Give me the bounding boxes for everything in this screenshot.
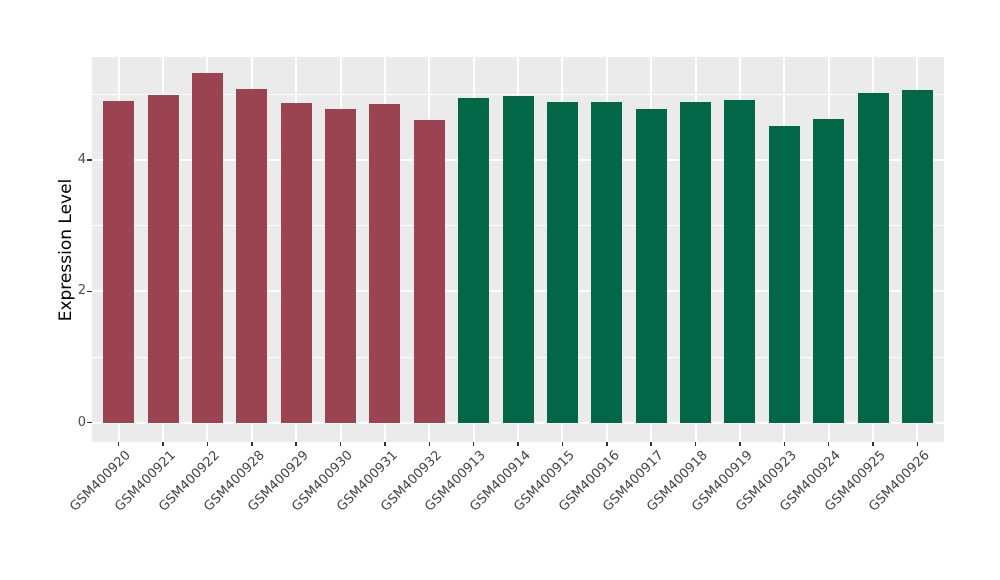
y-axis-tick (87, 421, 92, 424)
x-axis-tick (384, 442, 386, 446)
y-tick-label: 2 (77, 283, 86, 299)
x-axis-tick (739, 442, 741, 446)
x-axis-tick (916, 442, 919, 446)
x-axis-tick (872, 442, 874, 446)
x-axis-tick (117, 442, 120, 446)
x-axis-tick (606, 442, 608, 446)
y-axis-tick (87, 159, 92, 161)
x-axis-tick (783, 442, 785, 446)
bar-GSM400917 (635, 109, 667, 423)
bar-GSM400923 (768, 125, 800, 423)
y-tick-label: 4 (77, 152, 86, 167)
y-axis-title: Expression Level (56, 178, 76, 322)
bar-GSM400914 (502, 96, 534, 423)
x-axis-tick (162, 442, 164, 446)
bar-GSM400915 (546, 102, 578, 423)
bar-GSM400922 (191, 73, 223, 423)
bar-GSM400930 (325, 109, 356, 423)
y-tick-label: 0 (77, 414, 86, 430)
bar-GSM400913 (458, 98, 490, 423)
x-axis-tick (428, 442, 430, 446)
x-axis-tick (650, 442, 652, 446)
bar-GSM400932 (413, 119, 445, 423)
bar-GSM400926 (901, 90, 933, 423)
x-axis-tick (827, 442, 830, 446)
x-axis-tick (206, 442, 209, 446)
bar-GSM400920 (103, 100, 135, 423)
bar-GSM400931 (369, 103, 401, 423)
x-axis-tick (339, 442, 342, 446)
x-axis-tick (561, 442, 564, 446)
bar-GSM400916 (591, 102, 623, 423)
plot-panel (92, 57, 944, 442)
bar-GSM400919 (724, 99, 756, 423)
bar-GSM400924 (813, 118, 845, 423)
x-axis-tick (517, 442, 519, 446)
x-axis-tick (251, 442, 253, 446)
bar-GSM400921 (147, 94, 179, 423)
bar-GSM400929 (280, 102, 312, 423)
bar-GSM400928 (236, 89, 268, 423)
x-axis-tick (295, 442, 297, 446)
y-axis-tick (87, 290, 92, 293)
bar-GSM400925 (857, 93, 889, 423)
x-axis-tick (694, 442, 697, 446)
x-axis-tick (472, 442, 475, 446)
bar-GSM400918 (680, 102, 711, 423)
